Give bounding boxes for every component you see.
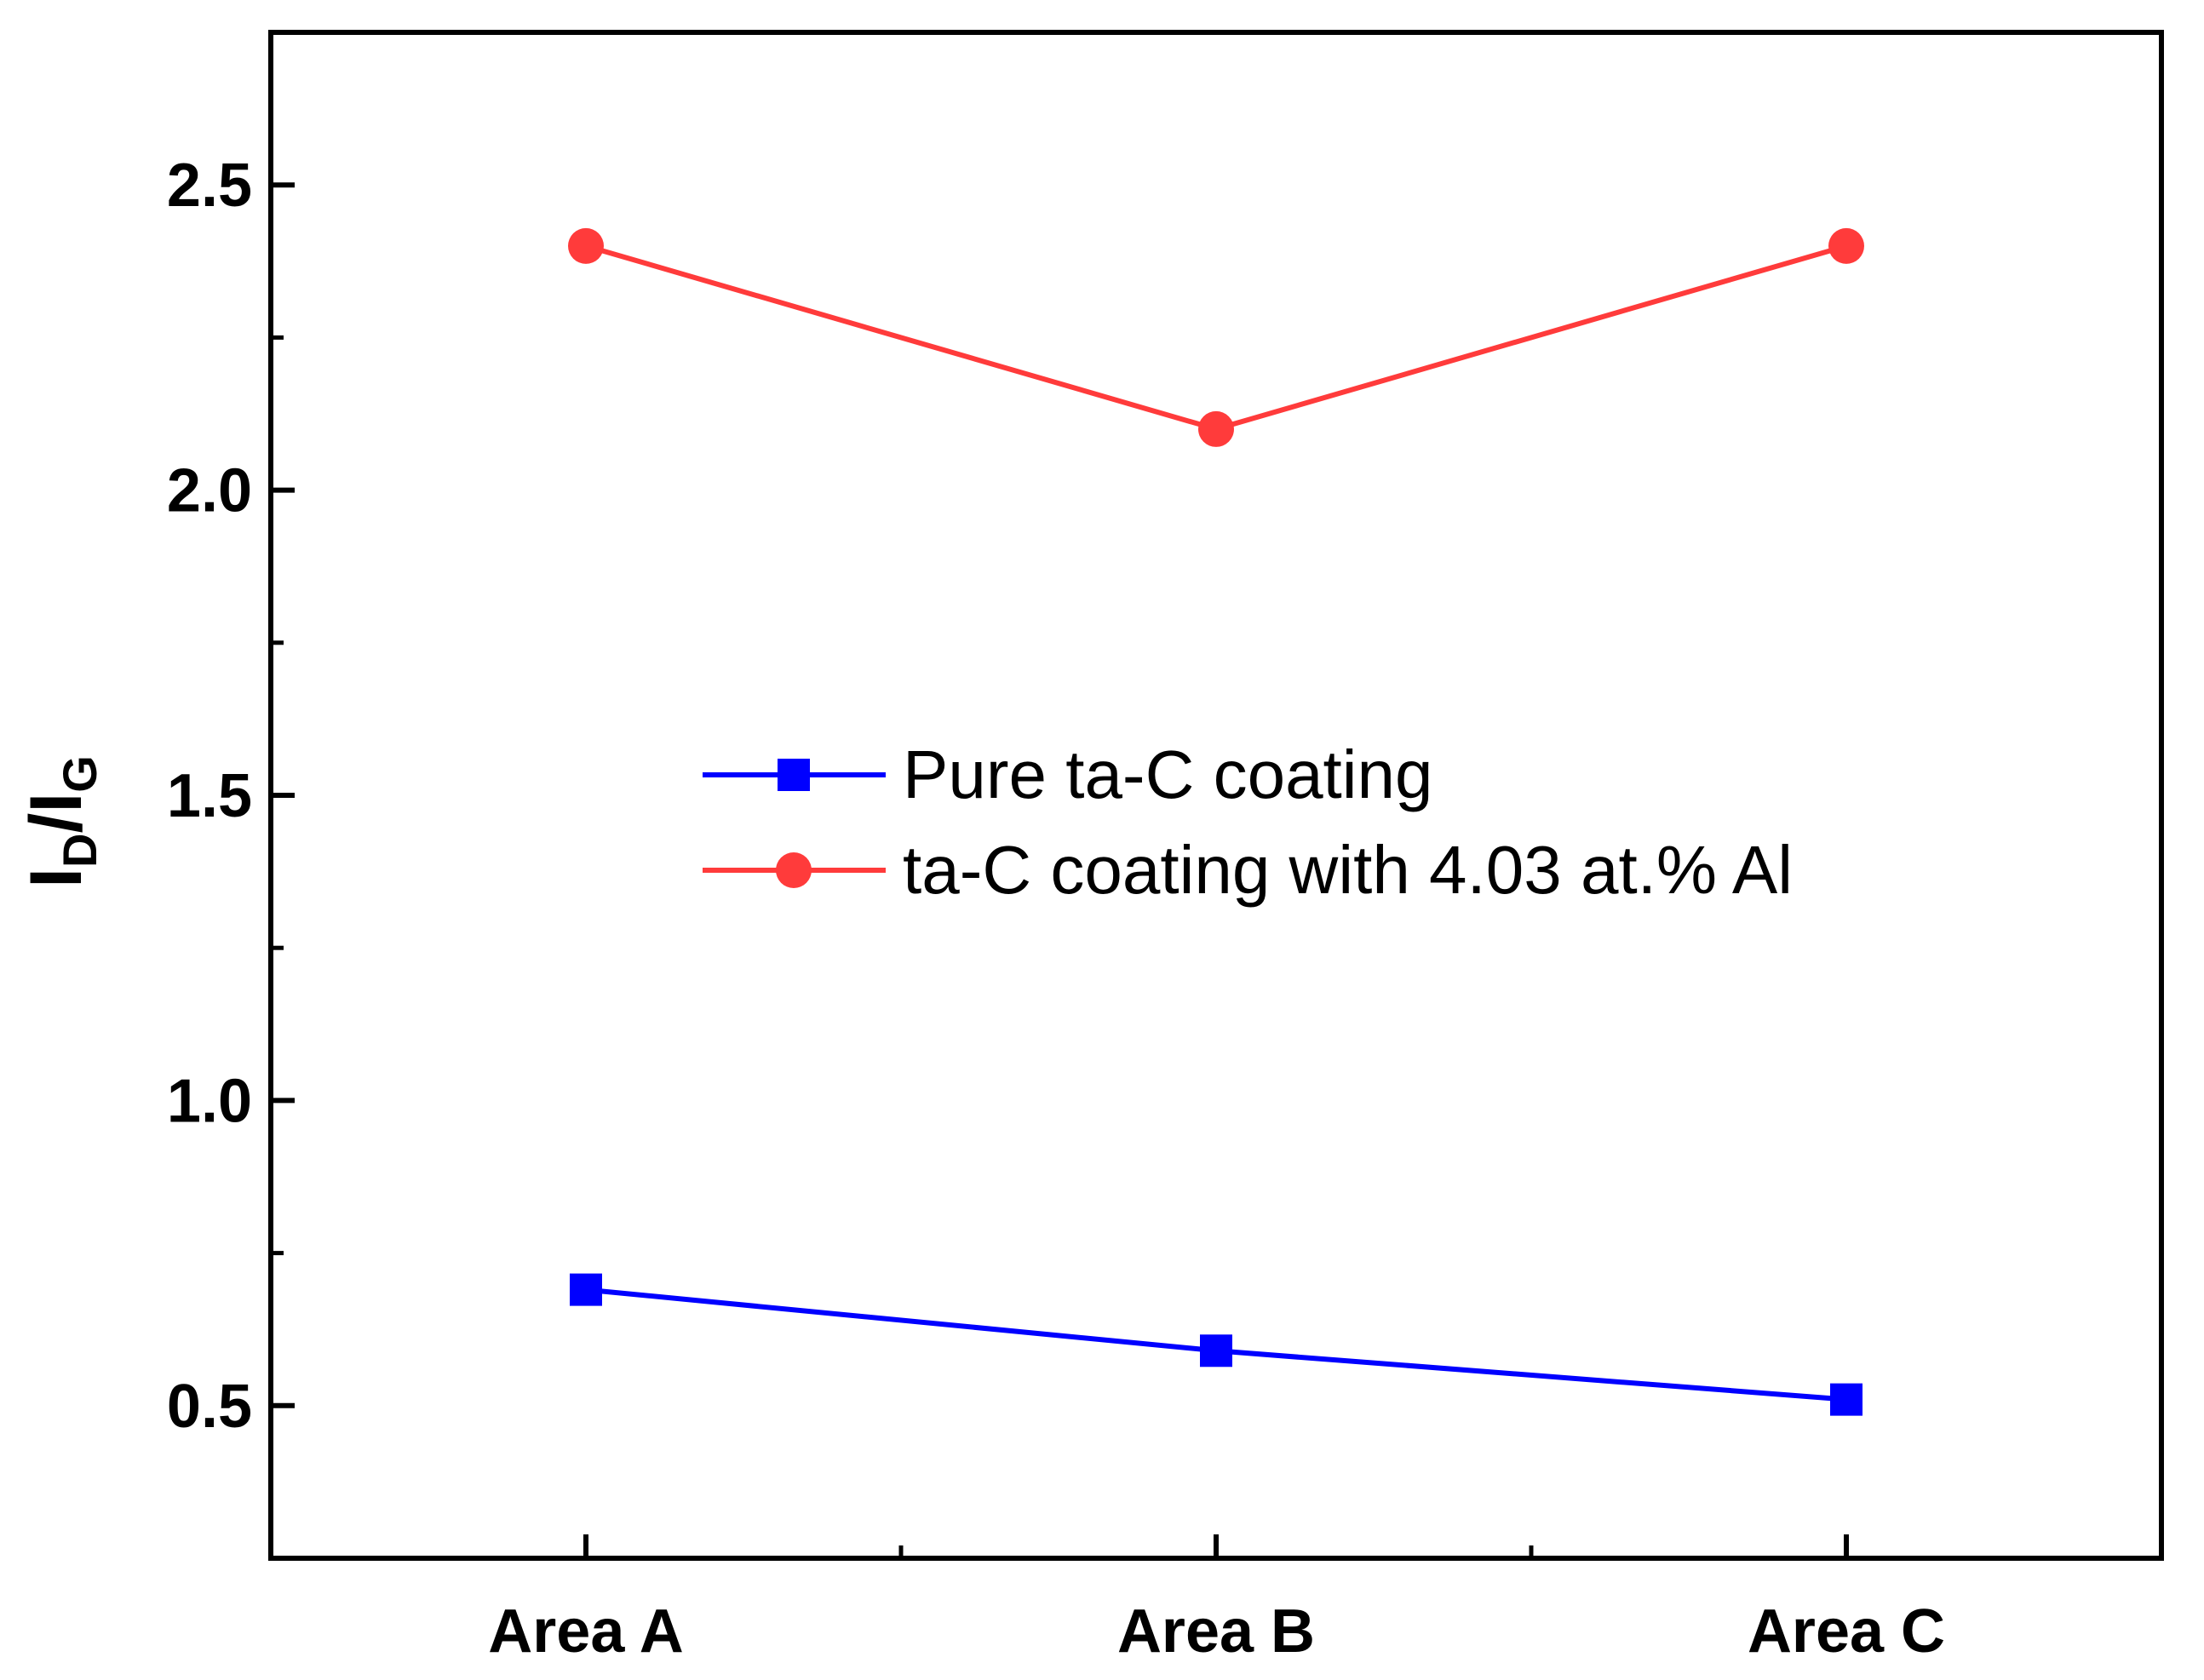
data-point-series-1 bbox=[1198, 410, 1234, 447]
y-axis-label-sub-g: G bbox=[53, 755, 106, 793]
x-tick-label: Area A bbox=[488, 1597, 683, 1666]
legend-label-series-1: ta-C coating with 4.03 at.% Al bbox=[903, 832, 1793, 908]
y-tick-label: 0.5 bbox=[167, 1373, 252, 1441]
data-point-series-1 bbox=[568, 227, 604, 264]
data-point-series-0 bbox=[1830, 1383, 1862, 1416]
data-point-series-1 bbox=[1828, 227, 1864, 264]
y-tick-label: 1.5 bbox=[167, 762, 252, 830]
legend-label-series-0: Pure ta-C coating bbox=[903, 737, 1433, 812]
y-axis-label-slash: / bbox=[15, 813, 97, 834]
y-tick-label: 2.5 bbox=[167, 152, 252, 220]
y-axis-label-i2: I bbox=[15, 793, 97, 813]
legend-entry-series-0: Pure ta-C coating bbox=[703, 737, 1433, 812]
y-axis-label-sub-d: D bbox=[53, 834, 106, 868]
legend-entry-series-1: ta-C coating with 4.03 at.% Al bbox=[703, 832, 1793, 908]
legend-marker-series-0 bbox=[778, 759, 810, 791]
y-axis-label: ID/IG bbox=[15, 755, 106, 888]
legend: Pure ta-C coating ta-C coating with 4.03… bbox=[703, 737, 1793, 908]
legend-marker-series-1 bbox=[776, 852, 812, 888]
x-tick-label: Area C bbox=[1748, 1597, 1945, 1666]
series-layer bbox=[568, 227, 1864, 1416]
y-tick-label: 1.0 bbox=[167, 1067, 252, 1135]
y-axis-label-i1: I bbox=[15, 868, 97, 888]
data-point-series-0 bbox=[1200, 1334, 1232, 1368]
data-point-series-0 bbox=[570, 1273, 602, 1306]
axes-layer: 0.5 1.0 1.5 2.0 2.5 Area A Area B Area C bbox=[167, 30, 2164, 1666]
x-tick-label: Area B bbox=[1117, 1597, 1315, 1666]
series-line-1 bbox=[585, 243, 1847, 433]
y-tick-label: 2.0 bbox=[167, 457, 252, 525]
